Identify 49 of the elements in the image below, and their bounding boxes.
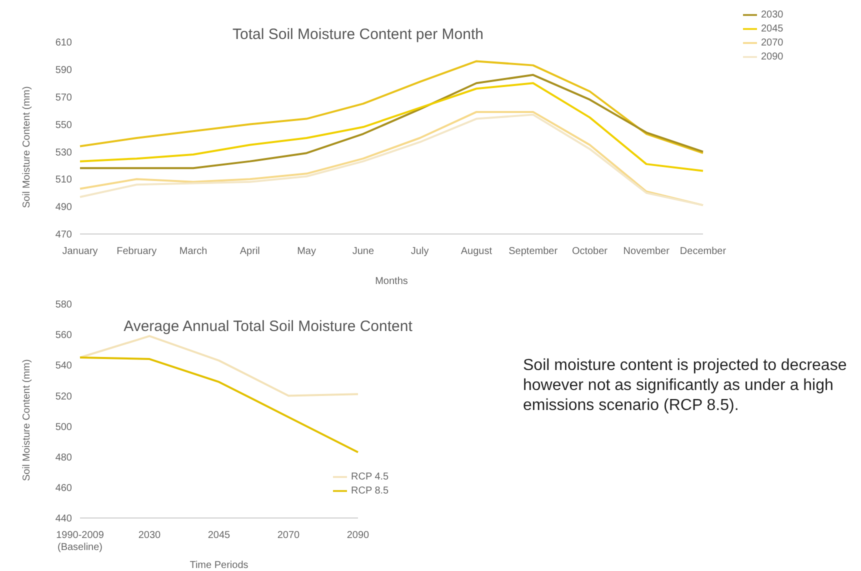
y-tick-label: 570 (55, 92, 72, 104)
x-tick-label: 2030 (138, 530, 162, 541)
legend-label: RCP 8.5 (351, 486, 389, 497)
y-tick-label: 530 (55, 147, 72, 158)
x-tick-label: March (179, 246, 208, 257)
text: Soil moisture content is projected to decrease however not as significantly as under a high emissions scenario (RCP 8.5). (523, 356, 848, 416)
x-tick-label: September (508, 246, 558, 257)
line-series (79, 335, 359, 397)
x-tick-label: 2045 (208, 530, 231, 541)
x-tick-label: December (680, 246, 727, 257)
y-tick-label: 540 (55, 360, 72, 372)
legend-label: 2070 (761, 38, 784, 49)
y-tick-label: 560 (55, 330, 72, 342)
x-tick-label: 1990-2009 (Baseline) (56, 530, 104, 553)
x-tick-label: 2070 (277, 530, 300, 541)
chart-title: Total Soil Moisture Content per Month (232, 26, 484, 43)
y-tick-label: 520 (55, 391, 72, 402)
y-tick-label: 510 (55, 174, 72, 186)
y-tick-label: 550 (55, 120, 72, 131)
x-tick-label: April (240, 246, 260, 257)
y-tick-label: 480 (55, 452, 72, 464)
line-series (79, 356, 359, 454)
x-axis-title: Months (375, 276, 408, 287)
text: Average Annual Total Soil Moisture Content (122, 318, 414, 335)
x-axis-title: Time Periods (190, 560, 248, 571)
x-tick-label: August (460, 246, 492, 257)
legend-label: 2030 (761, 10, 784, 21)
y-tick-label: 470 (55, 230, 72, 241)
x-tick-label: July (410, 246, 429, 257)
y-axis-title: Soil Moisture Content (mm) (22, 86, 33, 208)
y-tick-label: 580 (55, 300, 72, 311)
x-tick-label: 2090 (346, 530, 370, 541)
y-axis-title: Soil Moisture Content (mm) (22, 359, 33, 481)
x-tick-label: October (572, 246, 608, 257)
legend-label: 2090 (761, 52, 784, 63)
x-tick-label: November (623, 246, 670, 257)
x-tick-label: February (116, 246, 157, 257)
y-tick-label: 610 (55, 38, 72, 49)
y-tick-label: 500 (55, 422, 72, 433)
x-tick-label: May (297, 246, 316, 257)
y-tick-label: 460 (55, 482, 72, 494)
x-tick-label: June (352, 246, 374, 257)
line-series (79, 60, 704, 154)
x-tick-label: January (62, 246, 98, 257)
legend-label: 2045 (761, 24, 784, 35)
y-tick-label: 590 (55, 64, 72, 76)
legend-label: RCP 4.5 (351, 472, 389, 483)
y-tick-label: 490 (55, 202, 72, 214)
y-tick-label: 440 (55, 514, 72, 525)
